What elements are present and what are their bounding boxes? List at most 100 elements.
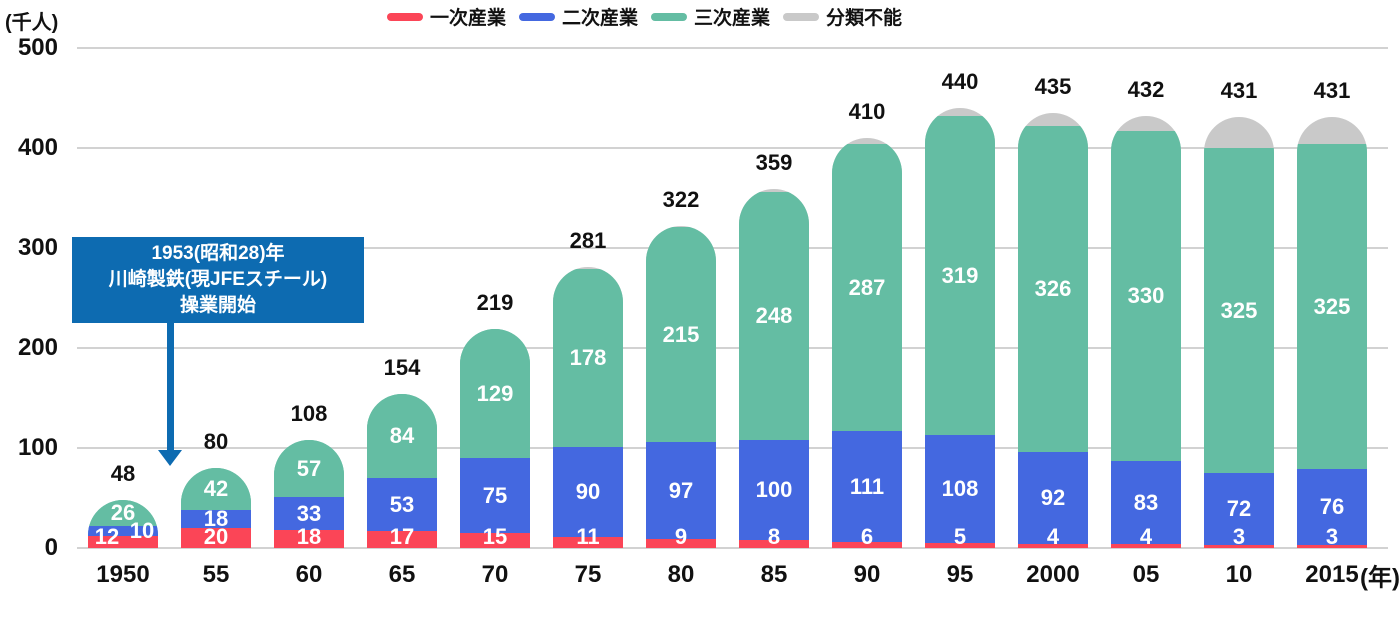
segment-tertiary: [367, 394, 437, 478]
stacked-bar-95[interactable]: [925, 108, 995, 548]
total-label: 108: [290, 401, 328, 426]
stacked-bar-05[interactable]: [1111, 116, 1181, 548]
legend-item-3[interactable]: 三次産業: [651, 3, 770, 30]
value-label-tertiary: 319: [941, 262, 979, 288]
value-label-tertiary: 330: [1127, 283, 1165, 308]
stacked-bar-2015[interactable]: [1297, 117, 1367, 548]
gridline-100: [77, 447, 1388, 449]
value-label-secondary: 18: [203, 506, 229, 531]
segment-tertiary: [460, 329, 530, 458]
x-tick-label-80: 80: [667, 561, 695, 588]
value-label-secondary: 33: [296, 500, 322, 526]
value-label-primary: 18: [296, 524, 322, 549]
value-label-primary: 5: [953, 524, 967, 549]
legend-item-2[interactable]: 二次産業: [519, 3, 638, 30]
value-label-tertiary: 248: [755, 303, 793, 328]
segment-primary: [367, 531, 437, 548]
segment-tertiary: [1297, 144, 1367, 469]
segment-primary: [1204, 545, 1274, 548]
value-label-tertiary: 57: [296, 455, 322, 481]
x-tick-label-2000: 2000: [1026, 561, 1080, 588]
segment-secondary: [739, 440, 809, 540]
value-label-tertiary: 287: [848, 274, 886, 300]
legend-label: 分類不能: [826, 8, 903, 29]
stacked-bar-55[interactable]: [181, 468, 251, 548]
y-tick-label: 400: [17, 134, 58, 161]
legend-label: 一次産業: [430, 8, 507, 29]
segment-secondary: [1297, 469, 1367, 545]
gridline-500: [77, 47, 1388, 49]
x-tick-label-90: 90: [853, 561, 881, 588]
segment-tertiary: [274, 440, 344, 497]
total-label: 154: [383, 355, 421, 380]
total-label: 80: [203, 429, 229, 454]
total-label: 359: [755, 150, 793, 175]
segment-secondary: [1204, 473, 1274, 545]
value-label-secondary: 90: [575, 479, 601, 504]
segment-tertiary: [1204, 148, 1274, 473]
stacked-bar-60[interactable]: [274, 440, 344, 548]
y-axis-unit-label: (千人): [5, 12, 59, 34]
segment-secondary: [553, 447, 623, 537]
gridline-300: [77, 247, 1388, 249]
segment-primary: [274, 530, 344, 548]
segment-primary: [646, 539, 716, 548]
value-label-secondary: 108: [941, 476, 979, 501]
stacked-bar-75[interactable]: [553, 267, 623, 548]
value-label-tertiary: 178: [569, 345, 607, 370]
value-label-secondary: 111: [849, 473, 885, 499]
total-label: 431: [1313, 78, 1351, 103]
stacked-bar-90[interactable]: [832, 138, 902, 548]
segment-tertiary: [553, 269, 623, 447]
legend-label: 三次産業: [694, 8, 771, 29]
segment-primary: [925, 543, 995, 548]
segment-primary: [832, 542, 902, 548]
value-label-secondary: 97: [668, 477, 694, 503]
value-label-primary: 12: [94, 524, 120, 549]
segment-secondary: [646, 442, 716, 539]
segment-secondary: [832, 431, 902, 542]
segment-primary: [1018, 544, 1088, 548]
value-label-tertiary: 26: [110, 500, 136, 525]
total-label: 431: [1220, 78, 1258, 103]
legend-item-1[interactable]: 一次産業: [387, 3, 506, 30]
segment-secondary: [460, 458, 530, 533]
value-label-primary: 8: [767, 524, 781, 549]
annotation-arrow-head: [158, 450, 182, 466]
stacked-bar-2000[interactable]: [1018, 113, 1088, 548]
segment-primary: [460, 533, 530, 548]
x-tick-label-65: 65: [388, 561, 416, 588]
stacked-bar-70[interactable]: [460, 329, 530, 548]
stacked-bar-80[interactable]: [646, 226, 716, 548]
x-tick-label-1950: 1950: [96, 561, 150, 588]
value-label-primary: 20: [203, 524, 229, 549]
stacked-bar-1950[interactable]: [88, 500, 158, 548]
segment-tertiary: [832, 144, 902, 431]
x-axis-unit-suffix: (年): [1360, 564, 1399, 592]
segment-primary: [88, 536, 158, 548]
segment-primary: [553, 537, 623, 548]
y-tick-label: 0: [44, 534, 58, 561]
legend-item-4[interactable]: 分類不能: [783, 3, 902, 30]
x-tick-label-10: 10: [1225, 561, 1253, 588]
value-label-secondary: 92: [1040, 485, 1066, 510]
x-tick-label-70: 70: [481, 561, 509, 588]
legend-swatch-icon: [387, 12, 423, 21]
value-label-primary: 6: [860, 524, 874, 549]
x-tick-label-05: 05: [1132, 561, 1160, 588]
value-label-primary: 4: [1139, 524, 1153, 549]
stacked-bar-65[interactable]: [367, 394, 437, 548]
value-label-secondary: 100: [755, 477, 793, 502]
value-label-primary: 17: [389, 524, 415, 549]
stacked-bar-85[interactable]: [739, 189, 809, 548]
value-label-tertiary: 215: [662, 321, 700, 347]
value-label-secondary: 76: [1319, 494, 1345, 519]
total-label: 410: [848, 99, 886, 124]
stacked-bar-10[interactable]: [1204, 117, 1274, 548]
y-tick-label: 100: [17, 434, 58, 461]
value-label-secondary: 75: [482, 482, 508, 508]
y-tick-label: 300: [17, 234, 58, 261]
value-label-primary: 15: [482, 524, 508, 549]
value-label-secondary: 83: [1133, 489, 1159, 515]
total-label: 432: [1127, 77, 1165, 102]
